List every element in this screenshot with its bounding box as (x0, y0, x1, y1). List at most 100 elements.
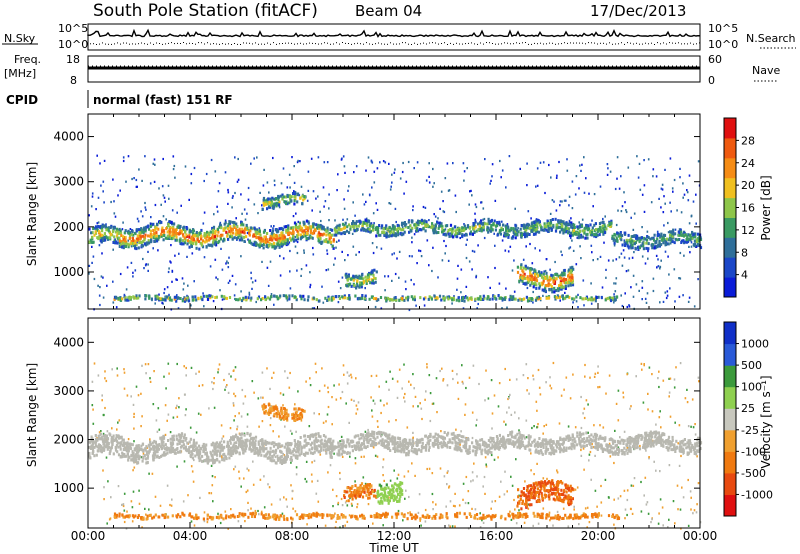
power-cell (211, 231, 215, 234)
power-cell (403, 298, 406, 302)
nsearch-dot (222, 43, 223, 45)
power-cell (568, 280, 571, 284)
power-cell (571, 233, 574, 237)
power-cell (220, 294, 223, 298)
velocity-cell (320, 442, 323, 446)
power-cell (360, 296, 363, 300)
power-cell (446, 162, 449, 165)
power-cell (224, 226, 227, 230)
velocity-cell (470, 480, 472, 483)
power-cell (660, 232, 663, 236)
power-cell (245, 226, 248, 230)
velocity-cell (538, 386, 541, 389)
velocity-cell (357, 401, 360, 404)
power-cell (337, 173, 339, 176)
power-cell (525, 228, 528, 232)
velocity-cell (364, 430, 367, 433)
power-cell (510, 295, 513, 299)
power-cell (441, 227, 444, 230)
velocity-cell (403, 475, 406, 478)
velocity-cell (659, 410, 661, 413)
velocity-cell (230, 508, 232, 511)
velocity-cell (97, 446, 100, 450)
power-cell (449, 223, 453, 227)
power-cell (558, 160, 560, 164)
power-cell (463, 179, 465, 182)
velocity-cell (171, 435, 174, 438)
power-cell (463, 170, 466, 173)
power-cell (258, 231, 261, 235)
power-cell (248, 239, 251, 243)
power-cell (176, 225, 179, 229)
power-cell (669, 237, 672, 241)
power-cell (441, 230, 444, 234)
power-cell (693, 305, 696, 308)
power-cell (474, 225, 477, 229)
power-cell (514, 297, 517, 301)
power-cell (358, 296, 361, 300)
power-cell (326, 249, 328, 252)
power-cell (554, 217, 557, 221)
velocity-cell (198, 370, 200, 373)
velocity-cell (264, 442, 268, 446)
power-cell (552, 223, 555, 227)
velocity-cell (251, 380, 254, 383)
power-cell (240, 290, 242, 293)
power-cell (249, 229, 252, 233)
velocity-cell (658, 416, 661, 419)
power-cell (433, 294, 436, 298)
power-cell (135, 247, 138, 251)
power-cell (548, 288, 551, 291)
power-cell (344, 171, 346, 174)
power-cell (371, 242, 374, 245)
power-cell (529, 269, 532, 273)
power-cell (355, 165, 358, 168)
power-cell (352, 224, 355, 228)
power-cell (236, 238, 238, 241)
power-cell (350, 277, 353, 281)
power-cell (272, 205, 275, 209)
power-cell (112, 301, 115, 304)
power-cell (326, 226, 329, 230)
power-cell (362, 277, 365, 281)
velocity-cell (410, 383, 412, 386)
power-cell (451, 230, 454, 234)
power-cell (607, 224, 610, 228)
power-cell (571, 239, 573, 242)
power-cell (299, 294, 302, 298)
power-cell (372, 212, 375, 215)
velocity-cell (211, 441, 215, 445)
velocity-cell (405, 489, 407, 492)
power-cell (130, 232, 133, 236)
power-cell (697, 278, 699, 281)
power-cell (234, 156, 236, 159)
power-cell (266, 232, 269, 235)
power-cell (455, 298, 458, 302)
power-cell (662, 236, 665, 240)
power-cell (179, 241, 182, 245)
power-cell (195, 298, 198, 302)
power-cell (325, 269, 328, 272)
power-cell (100, 237, 103, 241)
power-cell (408, 308, 411, 312)
velocity-cell (211, 475, 214, 478)
power-cell (287, 242, 290, 246)
velocity-cell (339, 397, 342, 400)
power-cell (513, 297, 516, 301)
power-cell (410, 278, 412, 282)
velocity-cell (236, 425, 239, 428)
velocity-cell (223, 378, 225, 382)
power-cell (112, 248, 114, 251)
power-cell (150, 223, 154, 227)
velocity-cell (659, 498, 662, 501)
velocity-cell (341, 504, 344, 507)
nsearch-dot (168, 42, 169, 44)
power-cell (178, 252, 180, 255)
power-cell (635, 283, 638, 286)
power-cell (226, 260, 228, 263)
power-cell (273, 184, 276, 187)
velocity-cell (254, 445, 257, 448)
power-cell (401, 226, 404, 229)
power-cell (148, 227, 151, 231)
velocity-cell (421, 417, 423, 421)
